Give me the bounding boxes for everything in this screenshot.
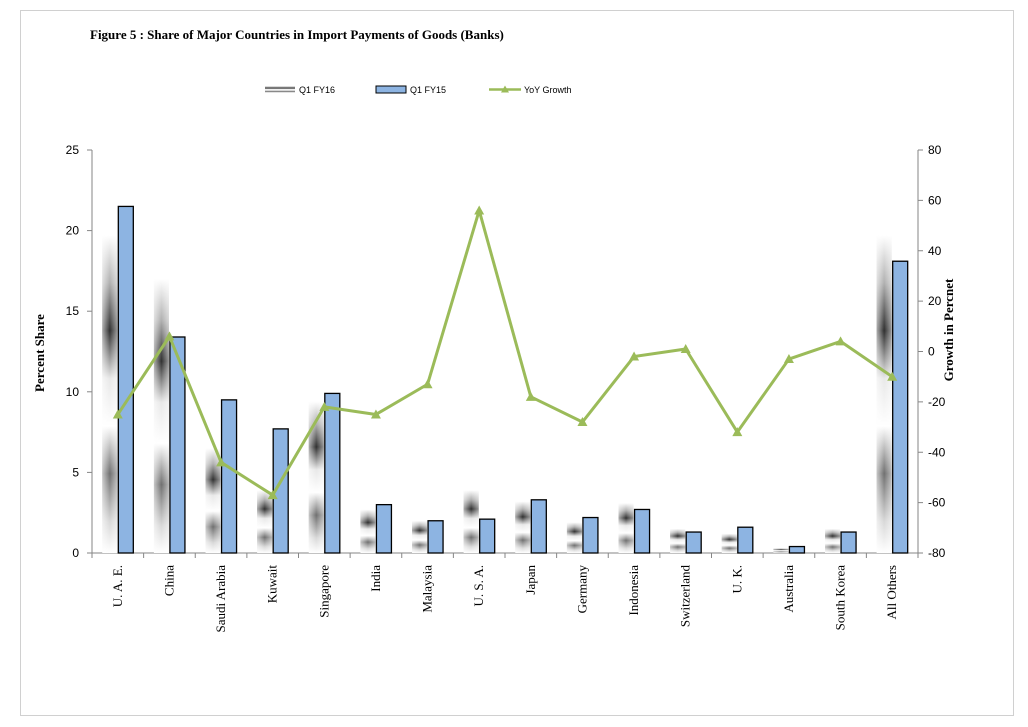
legend-marker-yoy-growth: [501, 85, 509, 93]
x-tick-label: Germany: [574, 565, 589, 614]
growth-point: [216, 457, 227, 467]
bar-q1fy15: [633, 508, 651, 554]
y2-tick-label: -80: [928, 546, 946, 560]
y2-tick-label: 20: [928, 294, 942, 308]
bars: [102, 205, 909, 554]
bar-q1fy15: [840, 531, 857, 554]
x-tick-label: U. K.: [729, 565, 744, 594]
bar-q1fy16-sheen: [670, 528, 686, 553]
y-tick-label: 0: [72, 546, 79, 560]
legend-swatch-q1fy15: [375, 85, 407, 94]
growth-point: [319, 401, 330, 411]
legend: Q1 FY16 Q1 FY15 YoY Growth: [265, 85, 572, 95]
bar-q1fy16-sheen: [876, 235, 892, 553]
bar-q1fy15: [272, 428, 289, 554]
bar-q1fy16-sheen: [205, 448, 221, 553]
x-tick-label: Saudi Arabia: [213, 565, 228, 633]
axes: 0 5 10 15 20 25 -80 -60 -40 -20 0 20 40 60 80: [66, 143, 946, 560]
growth-point: [267, 490, 278, 500]
bar-q1fy16-sheen: [102, 235, 118, 553]
growth-point: [680, 343, 691, 353]
bar-q1fy15: [530, 499, 547, 554]
bar-q1fy15: [737, 526, 754, 554]
y-tick-label: 15: [66, 304, 80, 318]
y2-tick-label: 40: [928, 244, 942, 258]
growth-point: [164, 331, 175, 341]
x-tick-label: Switzerland: [678, 565, 693, 628]
bar-q1fy15: [169, 336, 186, 554]
growth-point: [474, 205, 485, 215]
bar-q1fy16-sheen: [257, 490, 273, 553]
bar-q1fy15: [892, 260, 909, 554]
growth-point: [783, 354, 794, 364]
x-tick-label: Malaysia: [420, 565, 435, 613]
y2-tick-label: -40: [928, 445, 946, 459]
y-tick-label: 10: [66, 385, 80, 399]
x-tick-label: Australia: [781, 565, 796, 613]
y2-tick-label: 80: [928, 143, 942, 157]
y-tick-label: 20: [66, 224, 80, 238]
y2-tick-label: 0: [928, 345, 935, 359]
x-tick-label: South Korea: [833, 565, 848, 631]
y2-axis-label: Growth in Percnet: [941, 278, 956, 381]
bar-q1fy15: [685, 531, 702, 554]
bar-q1fy16-sheen: [308, 401, 324, 553]
growth-polyline: [116, 208, 894, 497]
x-tick-label: Indonesia: [626, 565, 641, 616]
legend-label-q1fy16: Q1 FY16: [299, 85, 335, 95]
bar-q1fy16-sheen: [463, 490, 479, 553]
bar-q1fy15: [117, 205, 134, 554]
bar-q1fy16-sheen: [153, 278, 169, 553]
bar-q1fy16-sheen: [412, 520, 428, 553]
growth-point: [887, 371, 898, 381]
y-tick-label: 25: [66, 143, 80, 157]
bar-q1fy15: [788, 545, 806, 554]
bar-q1fy16-sheen: [360, 509, 376, 553]
bar-q1fy15: [479, 518, 496, 554]
bar-q1fy16-sheen: [825, 528, 841, 553]
bar-q1fy16-sheen: [515, 501, 531, 553]
legend-item-q1fy15: Q1 FY15: [375, 85, 446, 95]
growth-point: [732, 427, 743, 437]
y2-tick-label: -20: [928, 395, 946, 409]
bar-q1fy15: [427, 520, 444, 554]
bar-q1fy15: [220, 399, 238, 554]
growth-point: [112, 409, 123, 419]
growth-line: [112, 205, 898, 500]
legend-label-q1fy15: Q1 FY15: [410, 85, 446, 95]
y-axis-label: Percent Share: [32, 314, 47, 392]
bar-q1fy16-sheen: [566, 522, 582, 553]
bar-q1fy15: [324, 392, 341, 554]
bar-q1fy16-sheen: [773, 548, 789, 553]
x-tick-label: India: [368, 565, 383, 592]
x-tick-label: U. S. A.: [471, 565, 486, 607]
bar-q1fy16-sheen: [618, 503, 634, 553]
x-tick-label: All Others: [884, 565, 899, 620]
y2-tick-label: -60: [928, 496, 946, 510]
x-tick-label: China: [161, 565, 176, 596]
legend-item-q1fy16: Q1 FY16: [265, 85, 335, 95]
legend-label-yoy-growth: YoY Growth: [524, 85, 572, 95]
growth-point: [629, 351, 640, 361]
x-tick-label: U. A. E.: [110, 565, 125, 607]
x-tick-labels: U. A. E. China Saudi Arabia Kuwait Singapore…: [110, 565, 899, 633]
growth-point: [835, 336, 846, 346]
growth-point: [422, 379, 433, 389]
chart-title: Figure 5 : Share of Major Countries in I…: [90, 27, 504, 42]
chart-frame: [20, 10, 1014, 716]
growth-point: [577, 417, 588, 427]
legend-swatch-q1fy16: [265, 86, 295, 93]
bar-q1fy16-sheen: [721, 533, 737, 553]
growth-point: [525, 391, 536, 401]
bar-q1fy15: [375, 503, 393, 554]
x-tick-label: Kuwait: [265, 565, 280, 604]
growth-point: [370, 409, 381, 419]
y2-tick-label: 60: [928, 193, 942, 207]
legend-item-yoy-growth: YoY Growth: [489, 85, 572, 95]
x-tick-label: Singapore: [316, 565, 331, 618]
y-tick-label: 5: [72, 465, 79, 479]
bar-q1fy15: [582, 516, 599, 554]
x-tick-label: Japan: [523, 565, 538, 595]
